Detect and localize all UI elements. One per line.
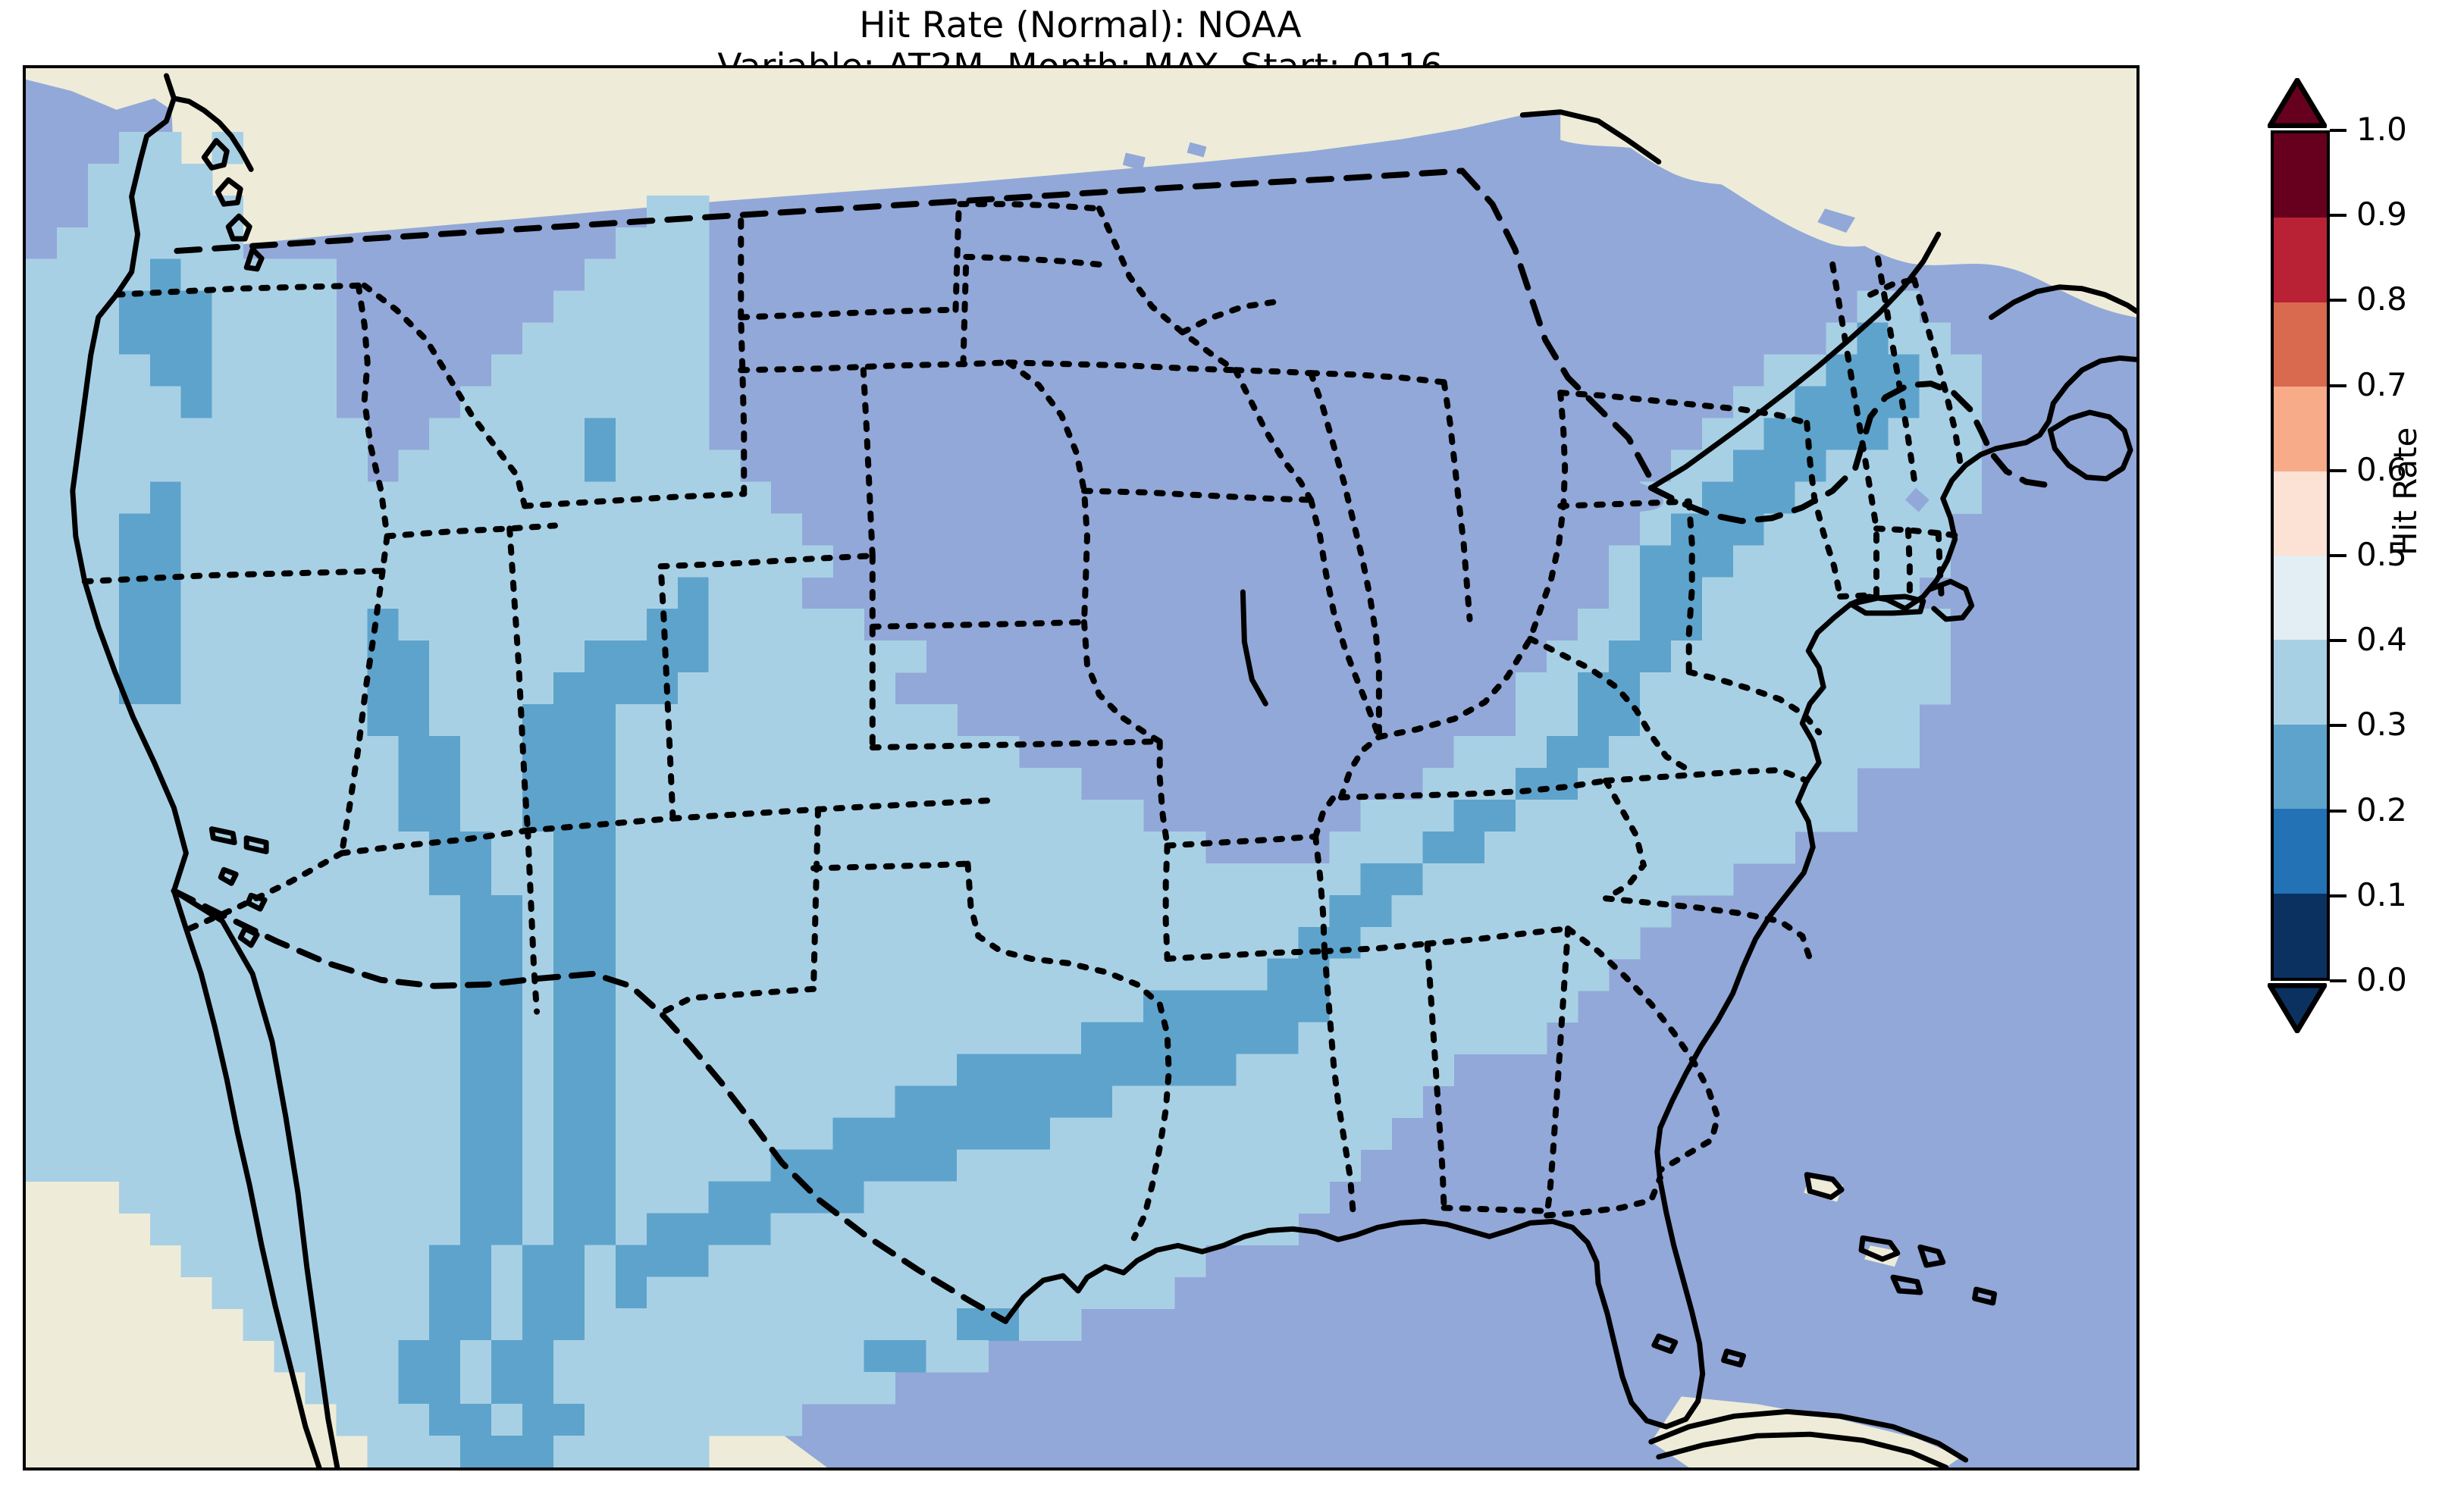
colorbar-band-9: [2274, 893, 2327, 979]
colorbar-tick-label: 0.4: [2356, 621, 2407, 659]
colorbar-tick-mark: [2330, 554, 2346, 557]
map-axes[interactable]: [23, 65, 2140, 1471]
colorbar-tick-mark: [2330, 129, 2346, 132]
colorbar-band-3: [2274, 387, 2327, 471]
colorbar-tick-mark: [2330, 724, 2346, 728]
colorbar-tick-mark: [2330, 214, 2346, 218]
colorbar-tick-label: 0.6: [2356, 450, 2407, 488]
title-line-1: Hit Rate (Normal): NOAA: [859, 5, 1302, 46]
colorbar-band-0: [2274, 133, 2327, 218]
colorbar-extend-under-arrow: [2268, 983, 2327, 1033]
colorbar-band-5: [2274, 556, 2327, 641]
colorbar-band-2: [2274, 302, 2327, 387]
colorbar-tick-mark: [2330, 639, 2346, 643]
colorbar-tick-label: 0.3: [2356, 706, 2407, 744]
colorbar[interactable]: [2268, 78, 2330, 1033]
colorbar-tick-mark: [2330, 299, 2346, 302]
colorbar-band-8: [2274, 809, 2327, 894]
colorbar-tick-mark: [2330, 384, 2346, 387]
colorbar-tick-mark: [2330, 979, 2346, 982]
colorbar-tick-label: 0.0: [2356, 961, 2407, 998]
colorbar-extend-over-arrow: [2268, 78, 2327, 128]
colorbar-tick-label: 0.7: [2356, 365, 2407, 403]
colorbar-tick-label: 0.1: [2356, 875, 2407, 913]
colorbar-tick-mark: [2330, 468, 2346, 472]
colorbar-band-7: [2274, 724, 2327, 810]
colorbar-tick-label: 0.9: [2356, 196, 2407, 233]
colorbar-band-1: [2274, 218, 2327, 302]
colorbar-tick-label: 0.2: [2356, 791, 2407, 828]
colorbar-bands[interactable]: [2271, 130, 2330, 981]
colorbar-band-4: [2274, 471, 2327, 556]
state-borders-layer: [26, 68, 2136, 1467]
colorbar-tick-mark: [2330, 809, 2346, 813]
colorbar-axis-label: Hit Rate: [2387, 427, 2424, 556]
colorbar-tick-label: 0.5: [2356, 536, 2407, 573]
colorbar-tick-mark: [2330, 894, 2346, 897]
colorbar-tick-label: 0.8: [2356, 280, 2407, 318]
colorbar-band-6: [2274, 640, 2327, 725]
colorbar-tick-label: 1.0: [2356, 111, 2407, 148]
colorbar-ticks: 1.0 0.9 0.8 0.7 0.6 0.5 0.4 0.3 0.2 0.1 0.0: [2271, 114, 2445, 996]
